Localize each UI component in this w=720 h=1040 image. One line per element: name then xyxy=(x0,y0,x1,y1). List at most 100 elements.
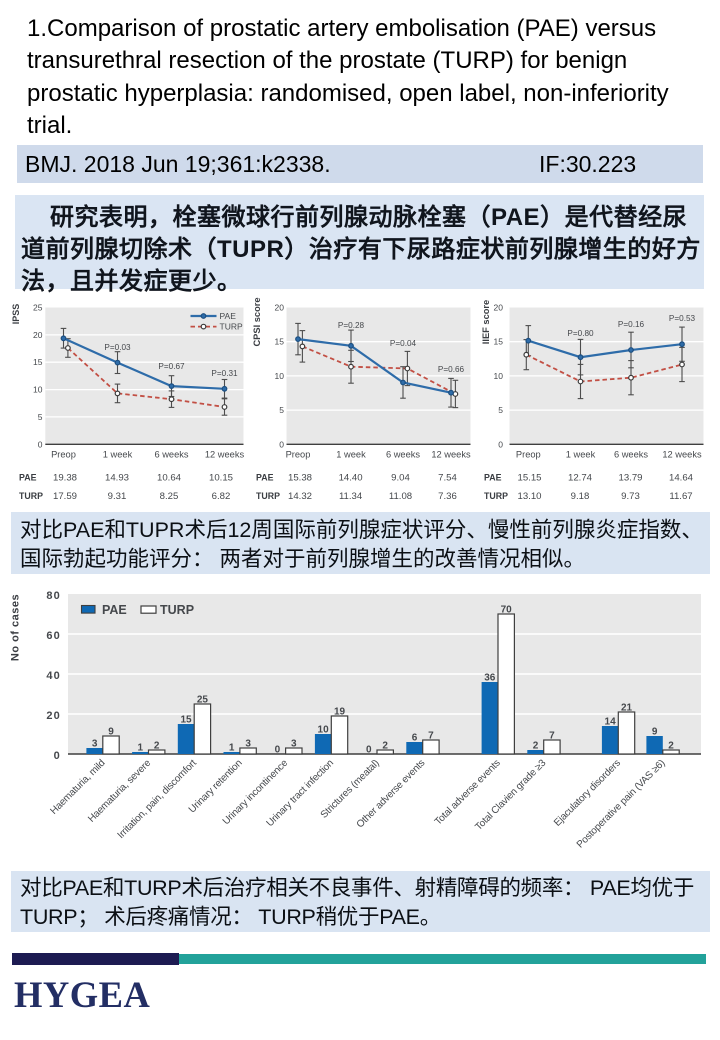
svg-text:40: 40 xyxy=(46,670,61,682)
svg-text:10: 10 xyxy=(275,371,285,381)
svg-text:1 week: 1 week xyxy=(336,450,366,460)
svg-text:P=0.28: P=0.28 xyxy=(338,321,365,330)
svg-text:TURP: TURP xyxy=(256,491,280,501)
svg-text:6.82: 6.82 xyxy=(212,491,231,502)
svg-text:Preop: Preop xyxy=(51,450,76,460)
svg-text:0: 0 xyxy=(279,439,284,449)
svg-text:IPSS: IPSS xyxy=(11,304,21,325)
svg-text:14: 14 xyxy=(605,717,617,728)
svg-text:25: 25 xyxy=(33,303,43,313)
svg-text:1: 1 xyxy=(229,743,235,754)
svg-text:9.04: 9.04 xyxy=(391,473,410,484)
svg-text:5: 5 xyxy=(279,405,284,415)
svg-text:7.36: 7.36 xyxy=(438,491,457,502)
svg-text:8.25: 8.25 xyxy=(160,491,179,502)
svg-text:9.18: 9.18 xyxy=(571,491,590,502)
svg-text:20: 20 xyxy=(33,330,43,340)
svg-text:12 weeks: 12 weeks xyxy=(431,450,471,460)
svg-text:12.74: 12.74 xyxy=(568,473,593,484)
svg-text:No of cases: No of cases xyxy=(10,594,22,661)
svg-text:10: 10 xyxy=(494,371,504,381)
svg-text:21: 21 xyxy=(621,703,633,714)
svg-text:TURP: TURP xyxy=(484,491,508,501)
svg-text:10.64: 10.64 xyxy=(157,473,182,484)
svg-text:15: 15 xyxy=(275,337,285,347)
svg-text:20: 20 xyxy=(46,710,61,722)
svg-text:3: 3 xyxy=(92,739,98,750)
svg-text:19.38: 19.38 xyxy=(53,473,77,484)
svg-text:Irritation, pain, discomfort: Irritation, pain, discomfort xyxy=(116,758,200,842)
svg-text:P=0.67: P=0.67 xyxy=(158,362,185,371)
svg-text:13.10: 13.10 xyxy=(517,491,541,502)
svg-text:36: 36 xyxy=(484,673,496,684)
svg-text:0: 0 xyxy=(498,439,503,449)
svg-text:19: 19 xyxy=(334,707,346,718)
svg-text:PAE: PAE xyxy=(484,473,502,483)
svg-text:2: 2 xyxy=(154,741,160,752)
svg-text:PAE: PAE xyxy=(102,603,127,617)
svg-text:PAE: PAE xyxy=(256,473,274,483)
svg-text:9.31: 9.31 xyxy=(108,491,127,502)
svg-text:80: 80 xyxy=(46,590,61,602)
svg-text:PAE: PAE xyxy=(19,473,37,483)
svg-text:7.54: 7.54 xyxy=(438,473,457,484)
svg-text:P=0.04: P=0.04 xyxy=(390,339,417,348)
svg-text:2: 2 xyxy=(668,741,674,752)
svg-text:25: 25 xyxy=(197,695,209,706)
svg-text:6 weeks: 6 weeks xyxy=(154,450,188,460)
svg-text:17.59: 17.59 xyxy=(53,491,77,502)
svg-text:15: 15 xyxy=(33,357,43,367)
svg-text:TURP: TURP xyxy=(220,322,243,332)
svg-text:12 weeks: 12 weeks xyxy=(662,450,702,460)
svg-text:13.79: 13.79 xyxy=(618,473,642,484)
svg-text:2: 2 xyxy=(382,741,388,752)
svg-text:11.08: 11.08 xyxy=(389,491,412,502)
svg-text:10: 10 xyxy=(318,725,330,736)
svg-text:10.15: 10.15 xyxy=(209,473,233,484)
svg-text:P=0.03: P=0.03 xyxy=(104,343,131,352)
svg-text:6 weeks: 6 weeks xyxy=(386,450,420,460)
svg-text:P=0.31: P=0.31 xyxy=(211,369,238,378)
svg-text:P=0.16: P=0.16 xyxy=(618,320,645,329)
svg-text:9: 9 xyxy=(652,727,658,738)
svg-text:3: 3 xyxy=(291,739,297,750)
svg-text:Preop: Preop xyxy=(286,450,311,460)
svg-text:15: 15 xyxy=(494,337,504,347)
svg-text:1: 1 xyxy=(138,743,144,754)
svg-text:9: 9 xyxy=(108,727,114,738)
svg-text:1 week: 1 week xyxy=(566,450,596,460)
svg-text:5: 5 xyxy=(498,405,503,415)
svg-text:6: 6 xyxy=(412,733,418,744)
svg-text:0: 0 xyxy=(366,745,372,756)
svg-text:15: 15 xyxy=(180,715,192,726)
svg-text:7: 7 xyxy=(428,731,434,742)
svg-text:Preop: Preop xyxy=(516,450,541,460)
svg-text:14.40: 14.40 xyxy=(339,473,363,484)
svg-text:3: 3 xyxy=(245,739,251,750)
svg-text:0: 0 xyxy=(275,745,281,756)
svg-text:14.32: 14.32 xyxy=(288,491,312,502)
svg-text:20: 20 xyxy=(494,303,504,313)
svg-text:5: 5 xyxy=(38,412,43,422)
svg-text:PAE: PAE xyxy=(220,311,237,321)
svg-text:9.73: 9.73 xyxy=(621,491,640,502)
svg-text:7: 7 xyxy=(549,731,555,742)
svg-text:CPSI score: CPSI score xyxy=(252,297,262,346)
svg-text:P=0.66: P=0.66 xyxy=(438,365,465,374)
svg-text:1 week: 1 week xyxy=(103,450,133,460)
svg-text:2: 2 xyxy=(533,741,539,752)
svg-text:12 weeks: 12 weeks xyxy=(205,450,245,460)
svg-text:14.93: 14.93 xyxy=(105,473,129,484)
svg-text:11.34: 11.34 xyxy=(339,491,363,502)
svg-text:0: 0 xyxy=(38,439,43,449)
svg-text:11.67: 11.67 xyxy=(669,491,692,502)
svg-text:TURP: TURP xyxy=(160,603,194,617)
svg-text:0: 0 xyxy=(54,750,61,762)
svg-text:15.15: 15.15 xyxy=(517,473,541,484)
svg-text:IIEF score: IIEF score xyxy=(481,300,491,344)
svg-text:20: 20 xyxy=(275,303,285,313)
svg-text:P=0.53: P=0.53 xyxy=(669,314,696,323)
svg-text:TURP: TURP xyxy=(19,491,43,501)
svg-text:P=0.80: P=0.80 xyxy=(567,329,594,338)
svg-text:10: 10 xyxy=(33,385,43,395)
